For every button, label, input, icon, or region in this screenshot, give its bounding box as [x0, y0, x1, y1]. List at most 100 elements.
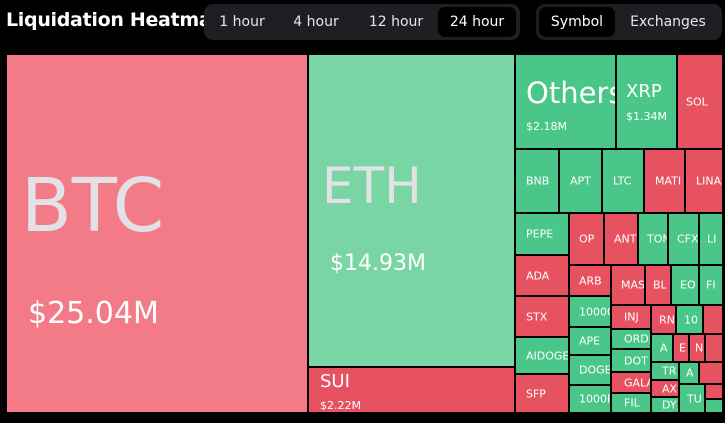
tile-li[interactable]: LI	[699, 213, 723, 265]
tile-e[interactable]: E	[673, 334, 689, 362]
tile-others[interactable]: Others $2.18M	[515, 54, 616, 149]
tile-ax[interactable]: AX	[651, 380, 679, 397]
tile-symbol: LI	[707, 232, 717, 246]
tile-apt[interactable]: APT	[559, 149, 602, 213]
tile-ape[interactable]: APE	[569, 327, 611, 355]
tile-matic[interactable]: MATI	[644, 149, 685, 213]
tile-symbol: SFP	[526, 387, 546, 400]
tile-eo[interactable]: EO	[671, 265, 699, 305]
tile-tr[interactable]: TR	[651, 362, 679, 380]
tile-symbol: TON	[647, 232, 667, 246]
tile-arb[interactable]: ARB	[569, 265, 611, 296]
tab-4-hour[interactable]: 4 hour	[293, 14, 339, 30]
tile-symbol: GALA	[624, 376, 651, 389]
tile-symbol: FIL	[624, 396, 640, 410]
tile-small-2[interactable]	[705, 334, 723, 362]
tile-mas[interactable]: MAS	[611, 265, 645, 305]
tile-aidoge[interactable]: AIDOGE	[515, 337, 569, 374]
tile-op[interactable]: OP	[569, 213, 604, 265]
tile-symbol: E	[679, 341, 686, 355]
tile-symbol: ADA	[526, 269, 550, 282]
tile-small-1[interactable]	[703, 305, 723, 334]
tile-symbol: INJ	[624, 310, 639, 324]
tile-gala[interactable]: GALA	[611, 372, 651, 393]
tile-rn[interactable]: RN	[651, 305, 676, 334]
tile-symbol: SUI	[320, 371, 350, 392]
tile-symbol: Others	[526, 76, 616, 110]
tile-dy[interactable]: DY	[651, 397, 679, 413]
tile-symbol: CFX	[677, 232, 699, 246]
page-title: Liquidation Heatmap	[6, 9, 225, 31]
tile-ordi[interactable]: ORDI	[611, 329, 651, 349]
tile-fi[interactable]: FI	[699, 265, 723, 305]
tile-lina[interactable]: LINA	[685, 149, 723, 213]
tile-tu[interactable]: TU	[679, 384, 705, 413]
tile-symbol: DOGE	[579, 363, 611, 377]
tile-symbol: XRP	[626, 81, 662, 102]
tab-12-hour[interactable]: 12 hour	[368, 14, 424, 30]
tile-cfx[interactable]: CFX	[668, 213, 699, 265]
tab-1-hour[interactable]: 1 hour	[219, 14, 265, 30]
tab-24-hour[interactable]: 24 hour	[438, 7, 516, 37]
tile-symbol: LINA	[696, 174, 722, 188]
tile-symbol: STX	[526, 310, 548, 323]
tile-ada[interactable]: ADA	[515, 255, 569, 296]
tile-fil[interactable]: FIL	[611, 393, 651, 413]
tile-symbol: ORDI	[624, 332, 651, 346]
tile-symbol: FI	[706, 278, 716, 292]
tile-symbol: 10000	[579, 305, 611, 318]
tile-sol[interactable]: SOL	[677, 54, 723, 149]
tile-dot[interactable]: DOT	[611, 349, 651, 372]
tile-symbol: BL	[653, 278, 667, 292]
tile-symbol: APT	[570, 174, 591, 188]
tile-small-4[interactable]	[705, 384, 723, 399]
tile-symbol: PEPE	[526, 227, 554, 241]
tile-symbol: BNB	[526, 174, 550, 188]
tile-sfp[interactable]: SFP	[515, 374, 569, 413]
tile-ltc[interactable]: LTC	[602, 149, 644, 213]
tile-bnb[interactable]: BNB	[515, 149, 559, 213]
tile-symbol: ETH	[322, 157, 422, 215]
tile-value: $14.93M	[330, 251, 426, 276]
tile-inj[interactable]: INJ	[611, 305, 651, 329]
tile-eth[interactable]: ETH $14.93M	[308, 54, 515, 367]
tile-btc[interactable]: BTC $25.04M	[6, 54, 308, 413]
tile-symbol: TU	[687, 392, 702, 405]
tile-10[interactable]: 10	[676, 305, 703, 334]
tile-symbol: ARB	[579, 274, 602, 287]
tile-symbol: RN	[659, 313, 675, 326]
tile-n[interactable]: N	[689, 334, 705, 362]
tile-ton[interactable]: TON	[638, 213, 668, 265]
tile-symbol: A	[660, 341, 668, 355]
tile-sui[interactable]: SUI $2.22M	[308, 367, 515, 413]
tile-small-5[interactable]	[705, 399, 723, 413]
tile-symbol: ANT	[614, 232, 637, 246]
tile-pepe[interactable]: PEPE	[515, 213, 569, 255]
tile-ant[interactable]: ANT	[604, 213, 638, 265]
tile-symbol: MAS	[621, 278, 645, 292]
tile-symbol: LTC	[613, 174, 632, 188]
tile-a2[interactable]: A	[679, 362, 699, 384]
tile-10000[interactable]: 10000	[569, 296, 611, 327]
tile-a1[interactable]: A	[651, 334, 673, 362]
tile-symbol: DY	[662, 398, 677, 412]
tile-symbol: SOL	[686, 95, 708, 108]
tile-symbol: DOT	[624, 354, 648, 367]
tile-symbol: 1000P	[579, 392, 611, 406]
header: Liquidation Heatmap 1 hour 4 hour 12 hou…	[0, 0, 725, 44]
tab-exchanges[interactable]: Exchanges	[630, 14, 706, 30]
tile-stx[interactable]: STX	[515, 296, 569, 337]
tile-bl[interactable]: BL	[645, 265, 671, 305]
tile-symbol: N	[695, 341, 704, 355]
tile-symbol: AIDOGE	[526, 349, 569, 362]
tile-value: $25.04M	[28, 296, 159, 331]
tab-symbol[interactable]: Symbol	[539, 7, 615, 37]
tile-xrp[interactable]: XRP $1.34M	[616, 54, 677, 149]
tile-1000p[interactable]: 1000P	[569, 385, 611, 413]
group-by-selector: Symbol Exchanges	[536, 4, 722, 40]
tile-value: $2.18M	[526, 120, 567, 133]
tile-symbol: AX	[662, 382, 678, 395]
tile-symbol: EO	[680, 278, 696, 292]
tile-small-3[interactable]	[699, 362, 723, 384]
tile-doge[interactable]: DOGE	[569, 355, 611, 385]
